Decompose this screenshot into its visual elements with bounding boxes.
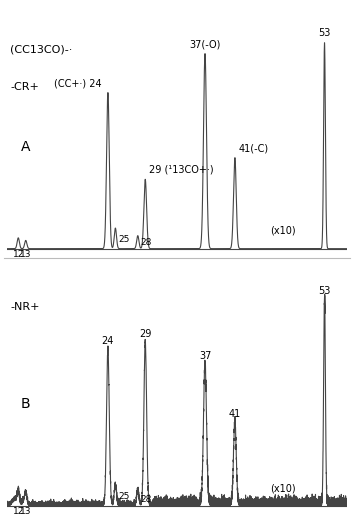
Text: A: A xyxy=(21,140,30,153)
Text: 25: 25 xyxy=(118,492,130,501)
Text: 53: 53 xyxy=(318,28,331,39)
Text: B: B xyxy=(21,397,30,411)
Text: 12: 12 xyxy=(13,250,24,259)
Text: 13: 13 xyxy=(20,250,32,259)
Text: 37(-O): 37(-O) xyxy=(189,39,221,49)
Text: 25: 25 xyxy=(118,235,130,244)
Text: 41(-C): 41(-C) xyxy=(239,144,269,153)
Text: 41: 41 xyxy=(229,409,241,420)
Text: 37: 37 xyxy=(199,351,211,361)
Text: -CR+: -CR+ xyxy=(11,82,39,92)
Text: 28: 28 xyxy=(141,495,152,504)
Text: (x10): (x10) xyxy=(270,226,296,235)
Text: (CC+·) 24: (CC+·) 24 xyxy=(54,78,102,88)
Text: -NR+: -NR+ xyxy=(11,302,40,312)
Text: 53: 53 xyxy=(318,286,331,296)
Text: 28: 28 xyxy=(141,239,152,247)
Text: 24: 24 xyxy=(102,336,114,346)
Text: 13: 13 xyxy=(20,507,32,516)
Text: 29: 29 xyxy=(139,329,152,339)
Text: 29 (¹13CO+·): 29 (¹13CO+·) xyxy=(149,165,213,175)
Text: (x10): (x10) xyxy=(270,483,296,493)
Text: (CC13CO)-·: (CC13CO)-· xyxy=(11,44,73,54)
Text: 12: 12 xyxy=(13,507,24,516)
